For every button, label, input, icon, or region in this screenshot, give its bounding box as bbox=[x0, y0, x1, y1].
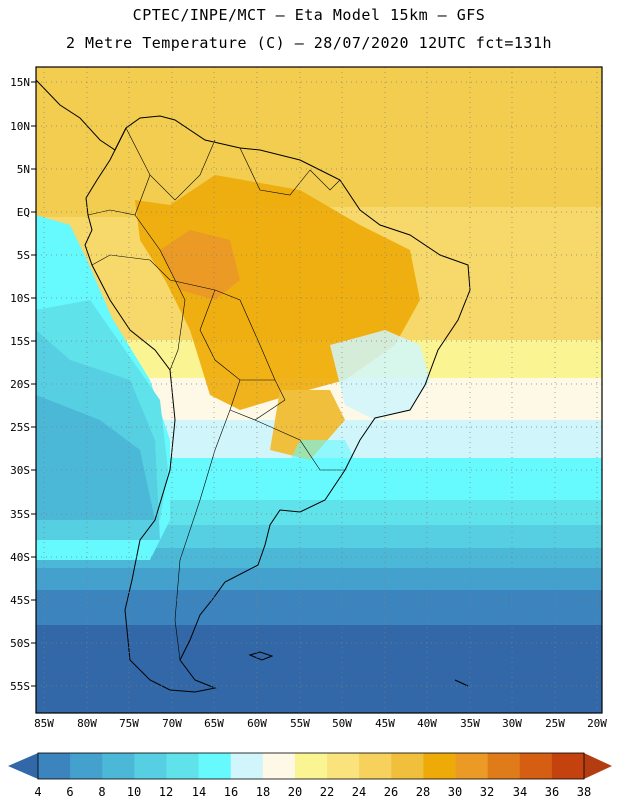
lon-label: 35W bbox=[460, 717, 480, 730]
colorbar-tick: 10 bbox=[127, 785, 141, 799]
field-highlands bbox=[330, 330, 430, 420]
colorbar-arrow-left bbox=[8, 753, 38, 779]
lat-label: 40S bbox=[10, 551, 30, 564]
colorbar-tick: 28 bbox=[416, 785, 430, 799]
colorbar-tick: 16 bbox=[224, 785, 238, 799]
coastlines bbox=[36, 79, 471, 693]
lat-label: 55S bbox=[10, 680, 30, 693]
lat-label: EQ bbox=[17, 206, 30, 219]
field-north-atlantic bbox=[200, 67, 602, 207]
lat-label: 5N bbox=[17, 163, 30, 176]
colorbar-frame bbox=[37, 752, 585, 780]
colorbar-swatch bbox=[519, 753, 553, 779]
colorbar-swatch bbox=[262, 753, 296, 779]
lat-label: 5S bbox=[17, 249, 30, 262]
colorbar-swatch bbox=[102, 753, 135, 779]
lon-label: 60W bbox=[247, 717, 267, 730]
map-title-line2: 2 Metre Temperature (C) – 28/07/2020 12U… bbox=[65, 34, 553, 52]
temperature-field bbox=[36, 67, 602, 713]
lat-label: 20S bbox=[10, 378, 30, 391]
lon-label: 65W bbox=[204, 717, 224, 730]
colorbar-swatch bbox=[134, 753, 167, 779]
coast-south-america bbox=[84, 115, 471, 693]
colorbar-swatch bbox=[70, 753, 103, 779]
colorbar-swatch bbox=[487, 753, 521, 779]
colorbar-swatch bbox=[391, 753, 424, 779]
colorbar-tick: 12 bbox=[159, 785, 173, 799]
colorbar-tick: 14 bbox=[192, 785, 206, 799]
colorbar-tick: 32 bbox=[480, 785, 494, 799]
colorbar-swatch bbox=[551, 753, 585, 779]
colorbar-swatch bbox=[327, 753, 360, 779]
lon-label: 80W bbox=[77, 717, 97, 730]
colorbar-tick: 34 bbox=[513, 785, 527, 799]
frame-ticks bbox=[31, 81, 36, 687]
lat-label: 10N bbox=[10, 120, 30, 133]
colorbar-swatch bbox=[230, 753, 264, 779]
lat-label: 25S bbox=[10, 421, 30, 434]
field-caribbean bbox=[36, 67, 216, 217]
lat-label: 15N bbox=[10, 76, 30, 89]
colorbar-swatch bbox=[38, 753, 71, 779]
lon-label: 30W bbox=[502, 717, 522, 730]
colorbar-swatch bbox=[455, 753, 489, 779]
colorbar: 4 6 8 10 12 14 16 18 20 22 24 26 28 30 3… bbox=[8, 752, 612, 799]
colorbar-tick: 24 bbox=[352, 785, 366, 799]
colorbar-tick: 20 bbox=[288, 785, 302, 799]
map-frame bbox=[35, 66, 603, 714]
colorbar-tick: 6 bbox=[66, 785, 73, 799]
colorbar-arrow-right bbox=[584, 753, 612, 779]
colorbar-swatch bbox=[423, 753, 457, 779]
colorbar-tick: 26 bbox=[384, 785, 398, 799]
lon-label: 20W bbox=[587, 717, 607, 730]
lon-label: 45W bbox=[375, 717, 395, 730]
colorbar-swatch bbox=[359, 753, 392, 779]
map-title-line1: CPTEC/INPE/MCT – Eta Model 15km – GFS bbox=[132, 6, 486, 24]
colorbar-tick: 36 bbox=[545, 785, 559, 799]
colorbar-tick: 18 bbox=[256, 785, 270, 799]
lon-label: 70W bbox=[162, 717, 182, 730]
lon-label: 75W bbox=[119, 717, 139, 730]
coast-south-georgia bbox=[454, 679, 469, 687]
lon-label: 40W bbox=[417, 717, 437, 730]
lat-label: 15S bbox=[10, 335, 30, 348]
field-band-6 bbox=[36, 625, 602, 713]
lon-label: 50W bbox=[332, 717, 352, 730]
field-parana-28 bbox=[270, 390, 345, 460]
colorbar-tick: 22 bbox=[320, 785, 334, 799]
lon-label: 55W bbox=[290, 717, 310, 730]
lon-label: 25W bbox=[545, 717, 565, 730]
colorbar-swatch bbox=[294, 753, 328, 779]
colorbar-swatch bbox=[198, 753, 232, 779]
lat-label: 10S bbox=[10, 292, 30, 305]
coast-central-america bbox=[36, 79, 127, 151]
colorbar-swatch bbox=[166, 753, 200, 779]
colorbar-tick: 30 bbox=[448, 785, 462, 799]
field-pacific-12 bbox=[36, 395, 155, 520]
lat-label: 45S bbox=[10, 594, 30, 607]
colorbar-tick: 8 bbox=[98, 785, 105, 799]
lat-label: 35S bbox=[10, 508, 30, 521]
country-borders bbox=[87, 127, 345, 661]
lat-label: 50S bbox=[10, 637, 30, 650]
field-south-brazil bbox=[285, 440, 360, 495]
lat-label: 30S bbox=[10, 464, 30, 477]
lon-label: 85W bbox=[34, 717, 54, 730]
colorbar-tick: 38 bbox=[577, 785, 591, 799]
colorbar-tick: 4 bbox=[34, 785, 41, 799]
